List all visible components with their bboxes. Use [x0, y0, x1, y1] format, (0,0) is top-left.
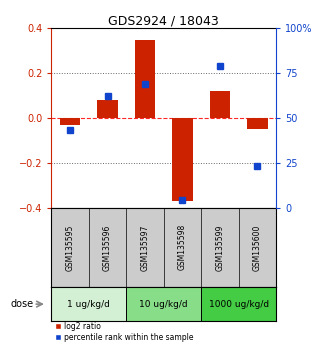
- Text: GSM135599: GSM135599: [215, 224, 224, 270]
- Bar: [239, 207, 276, 287]
- Title: GDS2924 / 18043: GDS2924 / 18043: [108, 14, 219, 27]
- Text: 1000 ug/kg/d: 1000 ug/kg/d: [209, 299, 269, 309]
- Bar: [126, 287, 201, 321]
- Bar: [126, 207, 164, 287]
- Bar: [60, 118, 80, 125]
- Bar: [97, 100, 118, 118]
- Bar: [247, 118, 268, 129]
- Bar: [172, 118, 193, 201]
- Text: dose: dose: [10, 299, 33, 309]
- Bar: [201, 287, 276, 321]
- Bar: [89, 207, 126, 287]
- Text: GSM135596: GSM135596: [103, 224, 112, 270]
- Text: 10 ug/kg/d: 10 ug/kg/d: [139, 299, 188, 309]
- Bar: [164, 207, 201, 287]
- Text: GSM135595: GSM135595: [65, 224, 74, 270]
- Bar: [201, 207, 239, 287]
- Bar: [51, 287, 126, 321]
- Legend: log2 ratio, percentile rank within the sample: log2 ratio, percentile rank within the s…: [55, 322, 194, 342]
- Text: GSM135600: GSM135600: [253, 224, 262, 270]
- Text: 1 ug/kg/d: 1 ug/kg/d: [67, 299, 110, 309]
- Bar: [210, 91, 230, 118]
- Bar: [135, 40, 155, 118]
- Text: GSM135598: GSM135598: [178, 224, 187, 270]
- Bar: [51, 207, 89, 287]
- Text: GSM135597: GSM135597: [141, 224, 150, 270]
